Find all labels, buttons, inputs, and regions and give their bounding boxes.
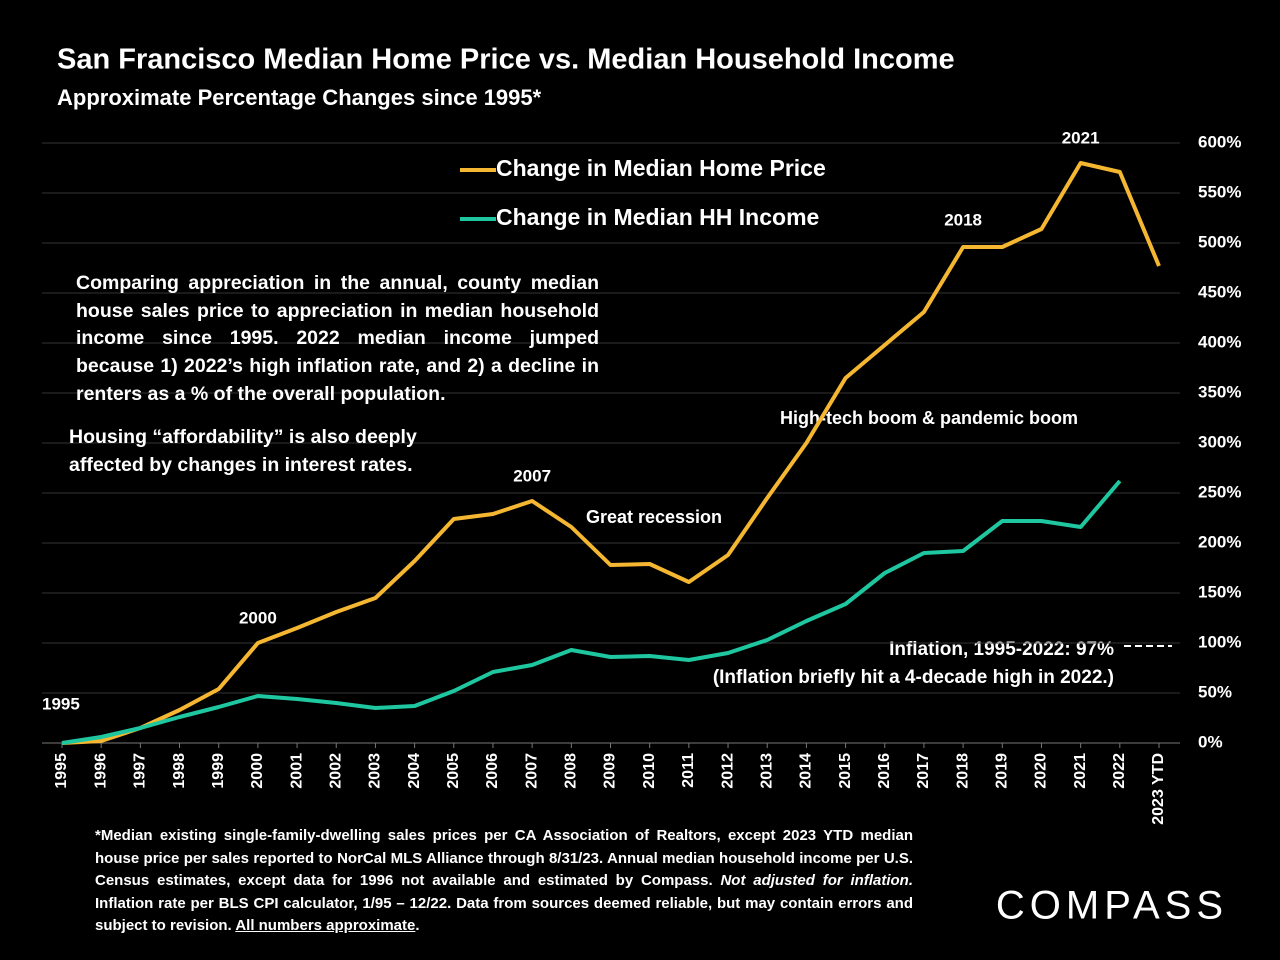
series-line [61, 161, 1161, 745]
y-tick-label: 450% [1198, 282, 1241, 301]
y-tick-label: 250% [1198, 482, 1241, 501]
x-tick-label: 2015 [837, 753, 854, 789]
y-tick-label: 500% [1198, 232, 1241, 251]
x-tick-label: 2009 [602, 753, 619, 789]
point-label: 2018 [944, 210, 982, 229]
y-tick-label: 50% [1198, 682, 1232, 701]
footnote-text: . [415, 917, 420, 934]
y-tick-label: 150% [1198, 582, 1241, 601]
brand-logo: COMPASS [996, 884, 1228, 928]
x-tick-label: 2022 [1111, 753, 1128, 789]
x-tick-label: 2003 [367, 753, 384, 789]
footnote-underline: All numbers approximate [235, 917, 416, 934]
y-tick-label: 0% [1198, 732, 1223, 751]
x-tick-label: 2000 [249, 753, 266, 789]
footnote-text: Inflation rate per BLS CPI calculator, 1… [95, 894, 913, 935]
footnote-text: *Median existing single-family-dwelling … [95, 827, 913, 889]
x-tick-label: 2012 [719, 753, 736, 789]
y-tick-label: 550% [1198, 182, 1241, 201]
x-tick-label: 2005 [445, 753, 462, 789]
x-tick-label: 2021 [1072, 753, 1089, 789]
y-tick-label: 200% [1198, 532, 1241, 551]
x-tick-label: 2013 [758, 753, 775, 789]
x-tick-label: 2007 [523, 753, 540, 789]
point-label: 2007 [513, 466, 551, 485]
x-tick-label: 2019 [994, 753, 1011, 789]
legend-label: Change in Median Home Price [496, 155, 826, 181]
chart-subtitle: Approximate Percentage Changes since 199… [57, 85, 542, 110]
y-tick-label: 300% [1198, 432, 1241, 451]
point-label: 2000 [239, 608, 277, 627]
x-tick-label: 1999 [210, 753, 227, 789]
x-tick-label: 2014 [798, 753, 815, 789]
annotation-block: Housing “affordability” is also deeply a… [69, 426, 417, 476]
annotation: Great recession [586, 507, 722, 527]
x-tick-label: 2020 [1033, 753, 1050, 789]
y-tick-label: 100% [1198, 632, 1241, 651]
footnote-italic: Not adjusted for inflation. [720, 872, 913, 889]
x-tick-label: 2002 [327, 753, 344, 789]
y-tick-label: 350% [1198, 382, 1241, 401]
point-label: 2021 [1062, 128, 1100, 147]
x-tick-label: 2004 [406, 753, 423, 789]
inflation-note: (Inflation briefly hit a 4-decade high i… [713, 667, 1114, 688]
x-tick-label: 2008 [563, 753, 580, 789]
x-tick-label: 1996 [92, 753, 109, 789]
x-tick-label: 2001 [288, 753, 305, 789]
x-tick-label: 2010 [641, 753, 658, 789]
y-tick-label: 400% [1198, 332, 1241, 351]
point-label: 1995 [42, 694, 80, 713]
x-tick-label: 2016 [876, 753, 893, 789]
legend-label: Change in Median HH Income [496, 204, 819, 230]
series-line [61, 479, 1122, 745]
x-tick-label: 2017 [915, 753, 932, 789]
x-tick-label: 1998 [171, 753, 188, 789]
y-tick-label: 600% [1198, 132, 1241, 151]
x-tick-label: 1997 [132, 753, 149, 789]
inflation-label: Inflation, 1995-2022: 97% [889, 639, 1114, 660]
x-tick-label: 2018 [954, 753, 971, 789]
chart-title: San Francisco Median Home Price vs. Medi… [57, 44, 955, 76]
x-tick-label: 2011 [680, 753, 697, 788]
annotation: High-tech boom & pandemic boom [780, 408, 1078, 428]
x-tick-label: 2006 [484, 753, 501, 789]
footnote: *Median existing single-family-dwelling … [95, 825, 913, 938]
annotation-block: Comparing appreciation in the annual, co… [76, 272, 599, 405]
x-tick-label: 2023 YTD [1150, 753, 1167, 825]
x-tick-label: 1995 [53, 753, 70, 789]
